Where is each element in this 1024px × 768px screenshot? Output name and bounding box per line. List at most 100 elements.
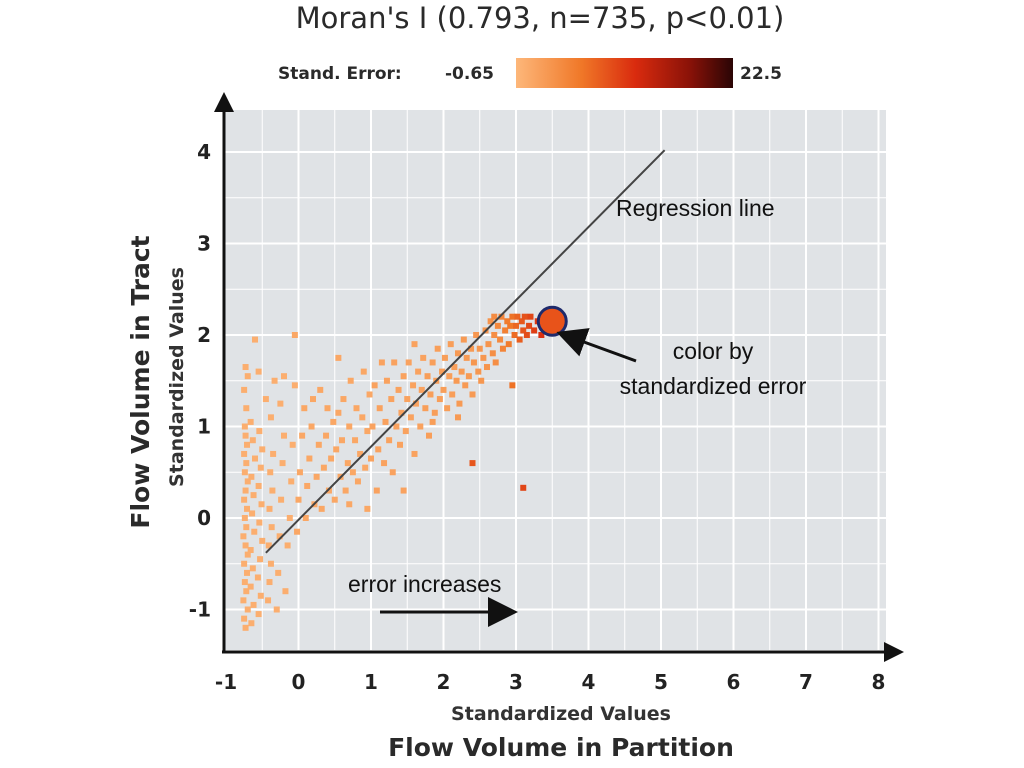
data-point xyxy=(465,373,472,380)
data-point xyxy=(492,359,499,366)
data-point xyxy=(429,359,436,366)
data-point xyxy=(494,322,501,329)
data-point xyxy=(514,313,521,320)
legend-label: Stand. Error: xyxy=(278,64,402,84)
x-tick-label: 0 xyxy=(292,670,306,694)
data-point xyxy=(538,332,545,338)
data-point xyxy=(518,318,525,325)
y-axis-arrow-icon xyxy=(214,92,234,112)
data-point xyxy=(254,574,261,581)
data-point xyxy=(366,391,373,398)
data-point xyxy=(299,432,306,439)
data-point xyxy=(284,542,291,549)
data-point xyxy=(241,450,248,457)
data-point xyxy=(468,345,475,352)
data-point xyxy=(249,510,256,517)
data-point xyxy=(301,405,308,412)
x-axis-title: Flow Volume in Partition xyxy=(388,733,734,762)
data-point xyxy=(497,336,504,343)
data-point xyxy=(362,464,369,471)
data-point xyxy=(258,501,265,508)
data-point xyxy=(252,336,258,343)
data-point xyxy=(281,373,287,380)
data-point xyxy=(265,542,272,549)
data-point xyxy=(244,569,251,576)
data-point xyxy=(489,350,496,357)
data-point xyxy=(499,345,506,352)
data-point xyxy=(511,332,518,338)
data-point xyxy=(352,437,359,444)
data-point xyxy=(386,437,393,444)
data-point xyxy=(373,487,380,494)
data-point xyxy=(463,354,470,361)
data-point xyxy=(426,432,432,439)
data-point xyxy=(527,313,534,320)
data-point xyxy=(371,382,378,389)
data-point xyxy=(504,318,511,325)
regression-annotation: Regression line xyxy=(616,195,775,221)
data-point xyxy=(531,327,538,334)
data-point xyxy=(265,597,272,604)
data-point xyxy=(434,345,441,352)
data-point xyxy=(278,496,285,503)
data-point xyxy=(241,615,248,622)
data-point xyxy=(240,597,247,604)
y-axis-sublabel: Standardized Values xyxy=(166,267,188,487)
data-point xyxy=(376,405,383,412)
color-note-line2: standardized error xyxy=(620,373,807,399)
data-point xyxy=(444,405,451,412)
data-point xyxy=(241,423,248,430)
y-tick-labels: -1 0 1 2 3 4 xyxy=(189,140,211,622)
data-point xyxy=(354,478,361,485)
data-point xyxy=(405,359,412,366)
data-point xyxy=(359,414,366,421)
data-point xyxy=(241,469,248,476)
data-point xyxy=(250,492,257,499)
x-tick-label: 8 xyxy=(872,670,886,694)
data-point xyxy=(259,446,266,453)
data-point xyxy=(460,336,467,343)
data-point xyxy=(255,482,262,489)
data-point xyxy=(288,478,295,485)
data-point xyxy=(320,464,327,471)
data-point xyxy=(458,368,465,375)
data-point xyxy=(251,528,258,535)
data-point xyxy=(270,450,277,457)
grid xyxy=(224,110,886,650)
data-point xyxy=(241,386,248,393)
data-point xyxy=(375,446,382,453)
data-point xyxy=(313,473,320,480)
data-point xyxy=(286,515,293,521)
data-point xyxy=(451,364,458,371)
data-point xyxy=(248,473,255,480)
data-point xyxy=(368,455,374,462)
data-point xyxy=(381,460,388,467)
data-point xyxy=(306,455,313,462)
data-point xyxy=(291,382,298,389)
data-point xyxy=(325,487,332,494)
data-point xyxy=(244,478,251,485)
data-point xyxy=(244,373,251,380)
data-point xyxy=(339,437,345,444)
data-point xyxy=(259,537,266,544)
data-point xyxy=(400,487,407,494)
data-point xyxy=(398,409,405,416)
data-point xyxy=(520,327,527,334)
data-point xyxy=(315,441,322,448)
data-point xyxy=(262,396,269,403)
data-point xyxy=(346,501,353,508)
data-point xyxy=(275,569,282,576)
data-point xyxy=(412,400,419,407)
data-point xyxy=(520,484,527,491)
legend-min-label: -0.65 xyxy=(445,64,494,84)
data-point xyxy=(244,505,251,512)
data-point xyxy=(324,405,331,412)
data-point xyxy=(279,460,286,467)
data-point xyxy=(304,482,311,489)
data-point xyxy=(393,423,400,430)
data-point xyxy=(402,428,409,435)
data-point xyxy=(318,505,325,512)
data-point xyxy=(267,414,274,421)
data-point xyxy=(289,441,296,448)
data-point xyxy=(249,437,256,444)
